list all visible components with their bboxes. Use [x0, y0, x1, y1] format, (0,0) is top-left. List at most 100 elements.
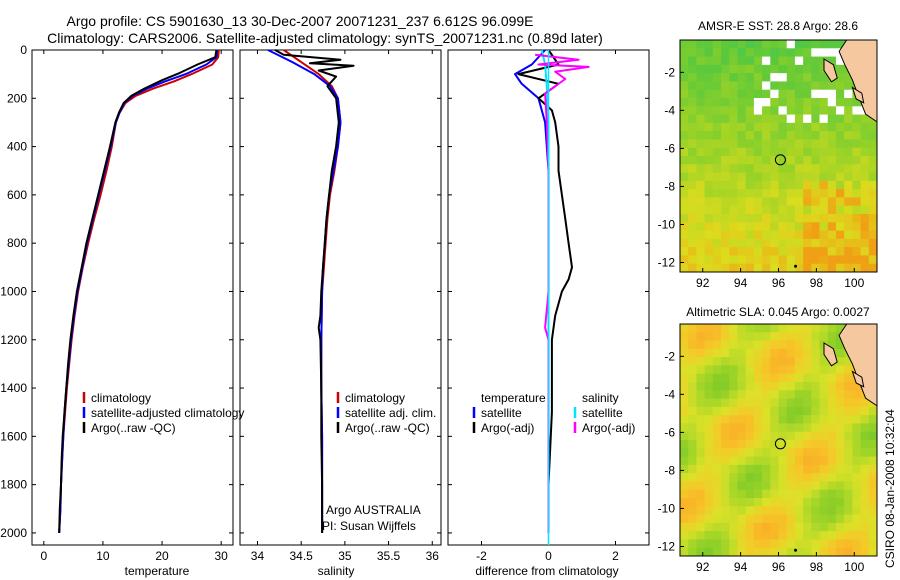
sla-map-cell: [770, 431, 780, 441]
sst-map-cell: [868, 156, 877, 165]
sst-map-cell: [835, 164, 845, 174]
sst-map-cell: [835, 89, 845, 99]
sla-map-cell: [803, 473, 812, 483]
sst-map-cell: [762, 56, 771, 66]
sla-map-cell: [712, 506, 722, 516]
sst-map-cell: [737, 238, 747, 248]
sst-map-cell: [753, 98, 763, 107]
sla-map-cell: [729, 522, 739, 532]
sst-map-cell: [844, 106, 853, 116]
sla-map-cell: [770, 348, 780, 358]
sst-map-cell: [844, 172, 853, 182]
sla-map-cell: [786, 431, 796, 441]
sla-map-cell: [745, 340, 755, 350]
sla-map-cell: [704, 456, 714, 466]
sst-map-cell: [680, 147, 689, 157]
sla-map-cell: [860, 506, 870, 516]
sla-map-cell: [721, 506, 730, 516]
sst-map-cell: [770, 263, 780, 272]
sla-map-cell: [721, 464, 730, 474]
sla-map-cell: [704, 473, 714, 483]
difference-legend-right-item: Argo(-adj): [582, 421, 635, 435]
sla-map-cell: [712, 489, 722, 499]
sla-map-cell: [811, 473, 821, 483]
sst-map-cell: [745, 164, 755, 174]
sla-map-cell: [712, 382, 722, 391]
sla-map-ytick-label: -10: [658, 501, 676, 515]
sst-map-cell: [729, 40, 739, 49]
sla-map-cell: [770, 440, 780, 449]
sla-map-cell: [753, 539, 763, 549]
sla-map-cell: [729, 365, 739, 375]
sst-map-cell: [852, 214, 862, 223]
sla-map-cell: [868, 406, 877, 416]
sla-map-cell: [729, 481, 739, 491]
difference-profile-line-temperature-satellite: [514, 49, 550, 533]
sst-map-ytick-label: -8: [664, 179, 675, 193]
sst-map-cell: [737, 147, 747, 157]
sla-map-cell: [778, 498, 788, 507]
sst-map-cell: [835, 147, 845, 157]
sst-map-cell: [745, 81, 755, 91]
sla-map-cell: [844, 415, 853, 425]
sst-map-cell: [704, 164, 714, 174]
sst-map-cell: [803, 197, 812, 207]
sst-map-cell: [721, 40, 730, 49]
sst-map-cell: [712, 40, 722, 49]
sla-map-cell: [762, 340, 771, 350]
sla-map-cell: [786, 415, 796, 425]
sst-map-cell: [753, 172, 763, 182]
sla-map-cell: [778, 506, 788, 516]
sla-map-cell: [811, 382, 821, 391]
sla-map-cell: [819, 332, 829, 342]
sst-map-cell: [770, 139, 780, 149]
sst-map-cell: [737, 172, 747, 182]
sst-map-cell: [786, 172, 796, 182]
sla-map-cell: [778, 522, 788, 532]
sst-map-cell: [844, 139, 853, 149]
sst-map-cell: [852, 238, 862, 248]
sla-map-cell: [704, 464, 714, 474]
sla-map-cell: [696, 514, 706, 524]
sst-map-cell: [803, 156, 812, 165]
sst-map-cell: [844, 205, 853, 215]
sla-map-cell: [737, 539, 747, 549]
sst-map-cell: [819, 98, 829, 107]
sst-map-cell: [835, 73, 845, 83]
salinity-profile-axes-frame: [239, 49, 442, 546]
sst-map-cell: [786, 214, 796, 223]
temperature-xlabel: temperature: [125, 564, 190, 578]
sst-map-cell: [696, 81, 706, 91]
sst-map-cell: [794, 114, 804, 124]
sst-map-cell: [770, 122, 780, 132]
sst-map-cell: [794, 81, 804, 91]
depth-ytick-label: 1800: [0, 478, 27, 492]
sla-map-cell: [868, 531, 877, 541]
sla-map-cell: [770, 357, 780, 367]
sst-map-cell: [811, 247, 821, 257]
sst-map-cell: [819, 180, 829, 190]
sla-map-cell: [844, 440, 853, 449]
sst-map-cell: [786, 122, 796, 132]
sla-map-cell: [745, 382, 755, 391]
sla-map-cell: [762, 431, 771, 441]
sst-map-cell: [704, 98, 714, 107]
sst-map-cell: [696, 56, 706, 66]
sst-map-cell: [712, 56, 722, 66]
sst-map-cell: [745, 238, 755, 248]
sla-map-cell: [680, 357, 689, 367]
salinity-legend-item: satellite adj. clim.: [345, 406, 436, 420]
sla-map-cell: [737, 357, 747, 367]
sst-map-cell: [696, 263, 706, 272]
sla-map-cell: [680, 415, 689, 425]
sla-map-cell: [811, 514, 821, 524]
sst-map-cell: [704, 238, 714, 248]
temperature-legend-item: satellite-adjusted climatology: [91, 406, 244, 420]
sla-map-cell: [868, 431, 877, 441]
sst-map-cell: [688, 64, 698, 74]
sst-map-cell: [794, 263, 804, 272]
sst-map-cell: [827, 81, 837, 91]
sla-map-cell: [712, 440, 722, 449]
sst-map-cell: [721, 197, 730, 207]
sst-map-cell: [770, 255, 780, 265]
